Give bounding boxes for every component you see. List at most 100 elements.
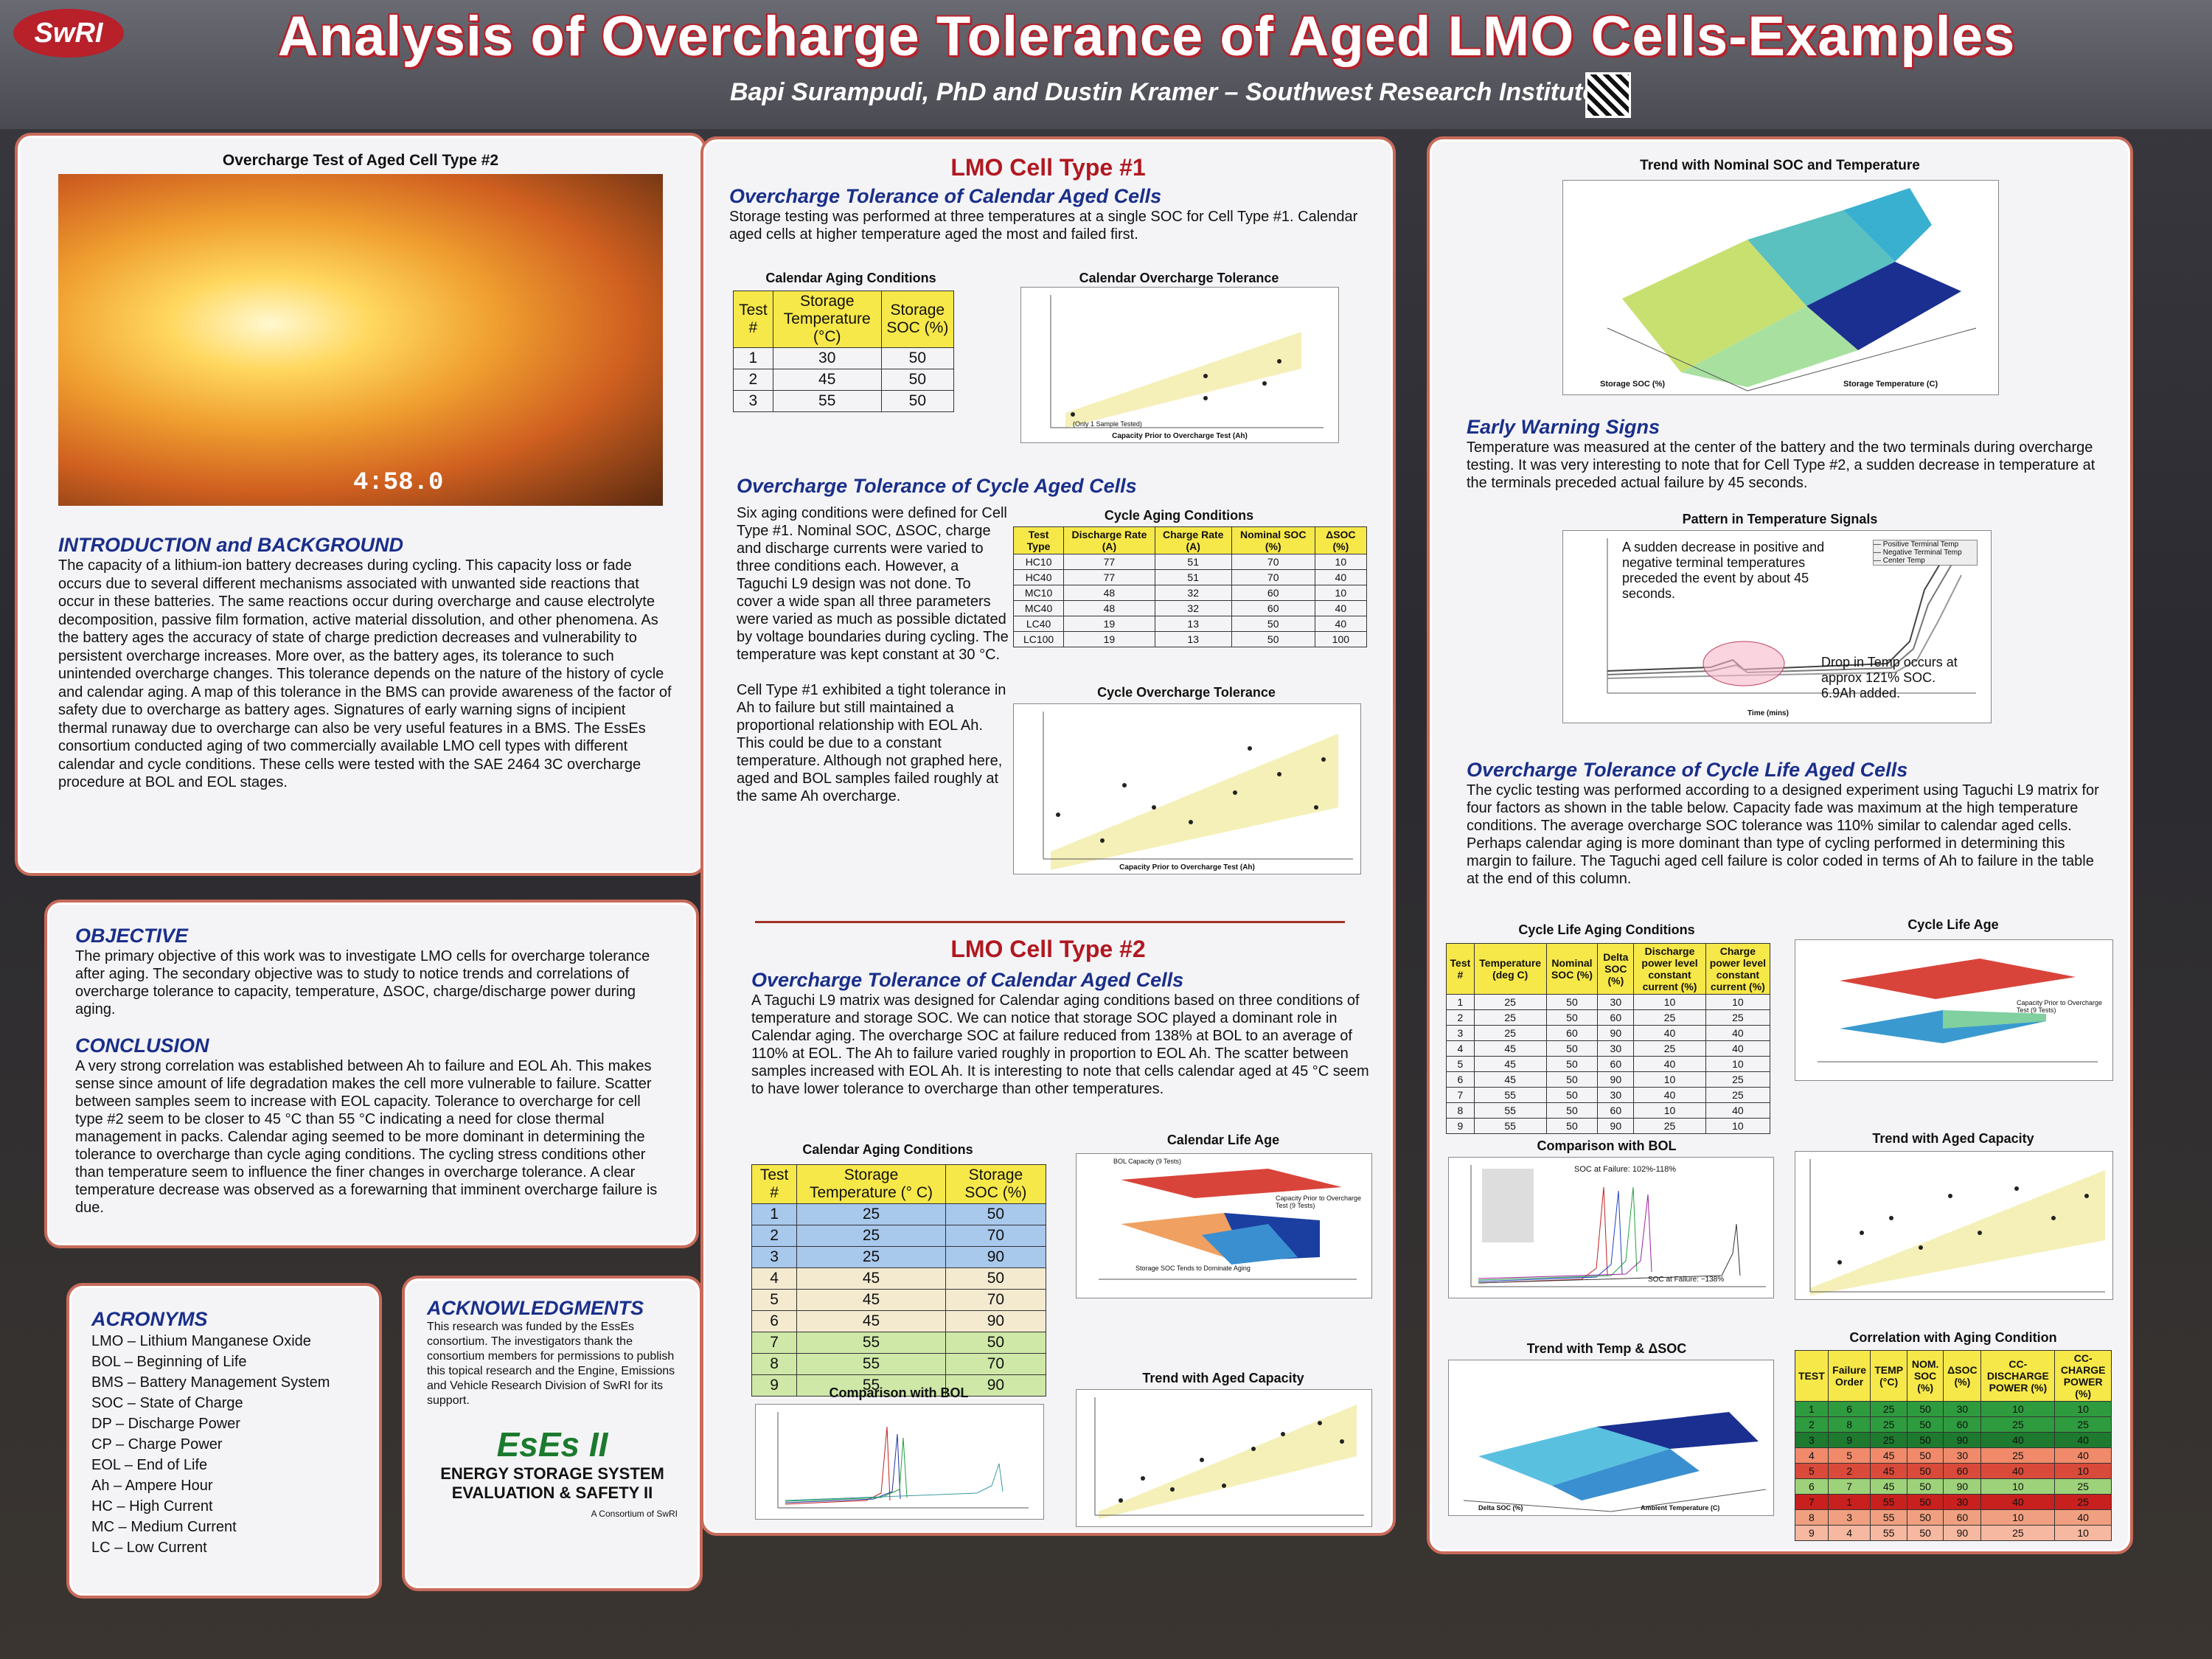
table-cell: 30: [772, 347, 882, 369]
early-heading: Early Warning Signs: [1467, 416, 1660, 438]
table-cell: 50: [1906, 1447, 1944, 1464]
legend-item: — Positive Terminal Temp: [1874, 540, 1959, 549]
table-cell: 10: [1314, 585, 1368, 601]
table-cell: 10: [1633, 1102, 1706, 1119]
table-row: 3 25 60 90 40 40: [1446, 1025, 1771, 1041]
table-cell: 45: [796, 1310, 946, 1332]
table-cell: 90: [1597, 1071, 1635, 1088]
table-cell: 50: [1231, 616, 1315, 632]
cal1-text: Storage testing was performed at three t…: [729, 209, 1358, 243]
table-cell: 25: [2054, 1478, 2112, 1495]
table-cell: 40: [1633, 1056, 1706, 1072]
table-cell: 50: [945, 1267, 1047, 1290]
corr-title: Correlation with Aging Condition: [1849, 1330, 2057, 1345]
pattern-title: Pattern in Temperature Signals: [1682, 512, 1878, 526]
table-cell: 40: [1980, 1494, 2056, 1510]
cyc1-chart: Capacity Prior to Overcharge Test (Ah): [1013, 703, 1361, 874]
table-cell: LC40: [1012, 616, 1065, 632]
table-row: 3 9 25 50 90 40 40: [1795, 1432, 2112, 1448]
overcharge-test-photo: 4:58.0: [58, 174, 663, 506]
intro-heading: INTRODUCTION and BACKGROUND: [58, 534, 403, 556]
table-cell: 25: [1633, 1118, 1706, 1134]
table-cell: 4: [751, 1267, 798, 1290]
qr-code-icon: [1585, 72, 1631, 118]
table-row: 6 45 50 90 10 25: [1446, 1071, 1771, 1088]
table-cell: 70: [1231, 554, 1315, 570]
table-cell: 51: [1154, 554, 1232, 570]
table-cell: 3: [733, 390, 773, 412]
table-cell: 77: [1063, 554, 1155, 570]
intro-text: The capacity of a lithium-ion battery de…: [58, 557, 672, 790]
table-cell: 25: [1980, 1416, 2056, 1433]
table-cell: 50: [1231, 631, 1315, 647]
table-cell: 25: [1633, 1040, 1706, 1057]
cyc1-text-b: Cell Type #1 exhibited a tight tolerance…: [737, 682, 1006, 804]
table-cell: 2: [733, 369, 773, 391]
table-cell: 50: [945, 1332, 1047, 1354]
table-cell: 25: [1633, 1009, 1706, 1026]
cal2-bol-chart: [755, 1404, 1044, 1520]
table-cell: 50: [1906, 1416, 1944, 1433]
table-cell: 40: [1705, 1102, 1771, 1119]
table-row: 9 55 90: [751, 1374, 1047, 1397]
table-cell: 32: [1154, 585, 1232, 601]
table-cell: 50: [1906, 1494, 1944, 1510]
table-cell: 2: [751, 1225, 798, 1247]
cal2-life-label1: BOL Capacity (9 Tests): [1113, 1158, 1182, 1165]
table-cell: 50: [1545, 1040, 1599, 1057]
table-cell: 100: [1314, 631, 1368, 647]
objective-panel: OBJECTIVE The primary objective of this …: [44, 900, 699, 1248]
table-cell: LC100: [1012, 631, 1065, 647]
objective-heading: OBJECTIVE: [75, 925, 189, 947]
table-cell: 8: [1795, 1509, 1829, 1526]
table-row: 1 25 50 30 10 10: [1446, 994, 1771, 1010]
table-cell: 55: [1473, 1102, 1547, 1119]
table-header-cell: Charge power level constant current (%): [1705, 943, 1771, 995]
table-cell: 40: [2054, 1447, 2112, 1464]
table-cell: 19: [1063, 616, 1155, 632]
table-cell: 70: [1231, 569, 1315, 585]
dsoc-xlabel: Delta SOC (%): [1478, 1504, 1523, 1512]
table-cell: 1: [751, 1203, 798, 1225]
cal1-table-title: Calendar Aging Conditions: [765, 271, 936, 285]
acknowledgments-panel: ACKNOWLEDGMENTS This research was funded…: [402, 1276, 703, 1591]
table-cell: 50: [1545, 1071, 1599, 1088]
cal2-life-chart: BOL Capacity (9 Tests) Capacity Prior to…: [1076, 1153, 1372, 1298]
table-cell: 10: [2054, 1463, 2112, 1479]
objective-text: The primary objective of this work was t…: [75, 948, 650, 1018]
table-row: LC100 19 13 50 100: [1012, 631, 1368, 647]
table-cell: 60: [1231, 600, 1315, 616]
table-cell: 8: [1827, 1416, 1871, 1433]
cal2-text: A Taguchi L9 matrix was designed for Cal…: [751, 992, 1369, 1097]
cl-age-title: Cycle Life Age: [1907, 917, 1999, 932]
table-cell: 3: [1827, 1509, 1871, 1526]
cal2-table: Test # Storage Temperature (° C) Storage S…: [751, 1164, 1047, 1397]
table-row: MC10 48 32 60 10: [1012, 585, 1368, 601]
photo-caption: Overcharge Test of Aged Cell Type #2: [222, 152, 499, 169]
table-cell: 30: [1943, 1447, 1982, 1464]
cal1-heading: Overcharge Tolerance of Calendar Aged Ce…: [729, 185, 1162, 207]
table-cell: 50: [1545, 1118, 1599, 1134]
table-cell: 6: [1795, 1478, 1829, 1495]
table-header-cell: Temperature (deg C): [1473, 943, 1547, 995]
table-cell: 10: [1633, 1071, 1706, 1088]
conclusion-heading: CONCLUSION: [75, 1034, 209, 1057]
table-cell: 40: [1980, 1463, 2056, 1479]
table-row: 4 45 50 30 25 40: [1446, 1040, 1771, 1057]
table-row: 8 55 50 60 10 40: [1446, 1102, 1771, 1119]
table-cell: 7: [751, 1332, 798, 1354]
table-cell: 25: [1473, 994, 1547, 1010]
table-cell: 60: [1943, 1463, 1982, 1479]
table-cell: 50: [1545, 994, 1599, 1010]
table-cell: 40: [1633, 1087, 1706, 1103]
pattern-note1: A sudden decrease in positive and negati…: [1622, 540, 1825, 601]
dsoc-chart: Delta SOC (%) Ambient Temperature (C): [1448, 1360, 1774, 1516]
type1-heading: LMO Cell Type #1: [950, 154, 1146, 181]
table-cell: 70: [945, 1289, 1047, 1311]
table-cell: 10: [1633, 994, 1706, 1010]
table-row: 5 45 50 60 40 10: [1446, 1056, 1771, 1072]
table-cell: 45: [796, 1289, 946, 1311]
trend-title: Trend with Nominal SOC and Temperature: [1640, 158, 1920, 173]
table-cell: 3: [751, 1246, 798, 1268]
table-cell: 30: [1597, 1040, 1635, 1057]
